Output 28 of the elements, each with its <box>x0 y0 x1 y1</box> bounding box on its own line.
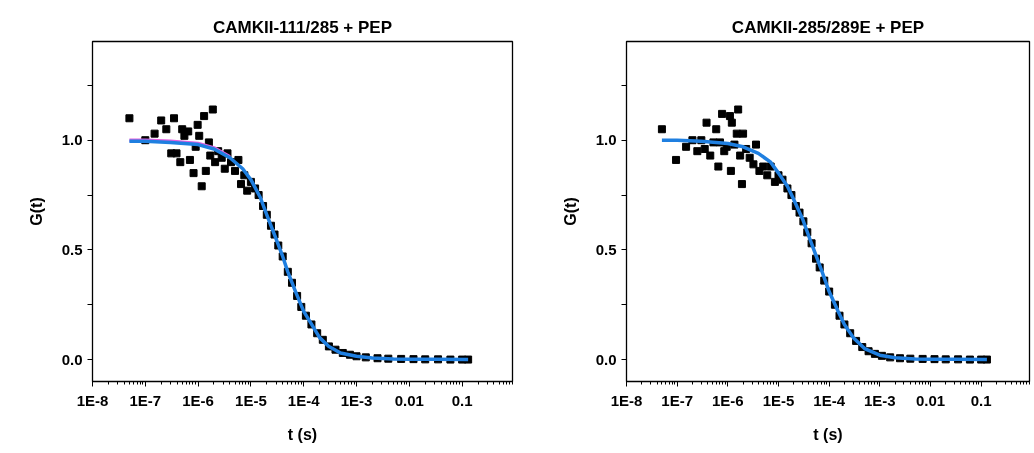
y-axis-title: G(t) <box>561 197 579 226</box>
x-tick-label: 1E-8 <box>610 391 643 409</box>
x-axis-title: t (s) <box>287 425 318 443</box>
chart-title: CAMKII-285/289E + PEP <box>731 17 925 37</box>
x-tick-label: 1E-7 <box>661 391 694 409</box>
x-tick-label: 1E-6 <box>182 391 214 409</box>
y-tick-label: 0.5 <box>595 240 617 258</box>
x-tick-label: 1E-3 <box>863 391 896 409</box>
x-tick-label: 0.01 <box>394 391 424 409</box>
x-tick-label: 0.01 <box>915 391 946 409</box>
x-tick-label: 1E-4 <box>813 391 846 409</box>
x-tick-label: 1E-5 <box>762 391 795 409</box>
y-tick-label: 1.0 <box>595 131 617 149</box>
y-tick-label: 0.0 <box>595 350 617 368</box>
y-tick-label: 1.0 <box>61 131 83 149</box>
x-tick-label: 0.1 <box>970 391 992 409</box>
x-tick-label: 1E-7 <box>129 391 162 409</box>
x-tick-label: 1E-6 <box>711 391 744 409</box>
x-tick-label: 1E-5 <box>235 391 267 409</box>
chart-title: CAMKII-111/285 + PEP <box>212 17 393 37</box>
x-tick-label: 0.1 <box>451 391 473 409</box>
x-tick-label: 1E-4 <box>287 391 321 409</box>
y-axis-title: G(t) <box>27 197 45 226</box>
x-tick-label: 1E-8 <box>76 391 109 409</box>
x-axis-title: t (s) <box>813 425 843 443</box>
y-tick-label: 0.0 <box>61 350 83 368</box>
y-tick-label: 0.5 <box>61 240 83 258</box>
x-tick-label: 1E-3 <box>340 391 373 409</box>
